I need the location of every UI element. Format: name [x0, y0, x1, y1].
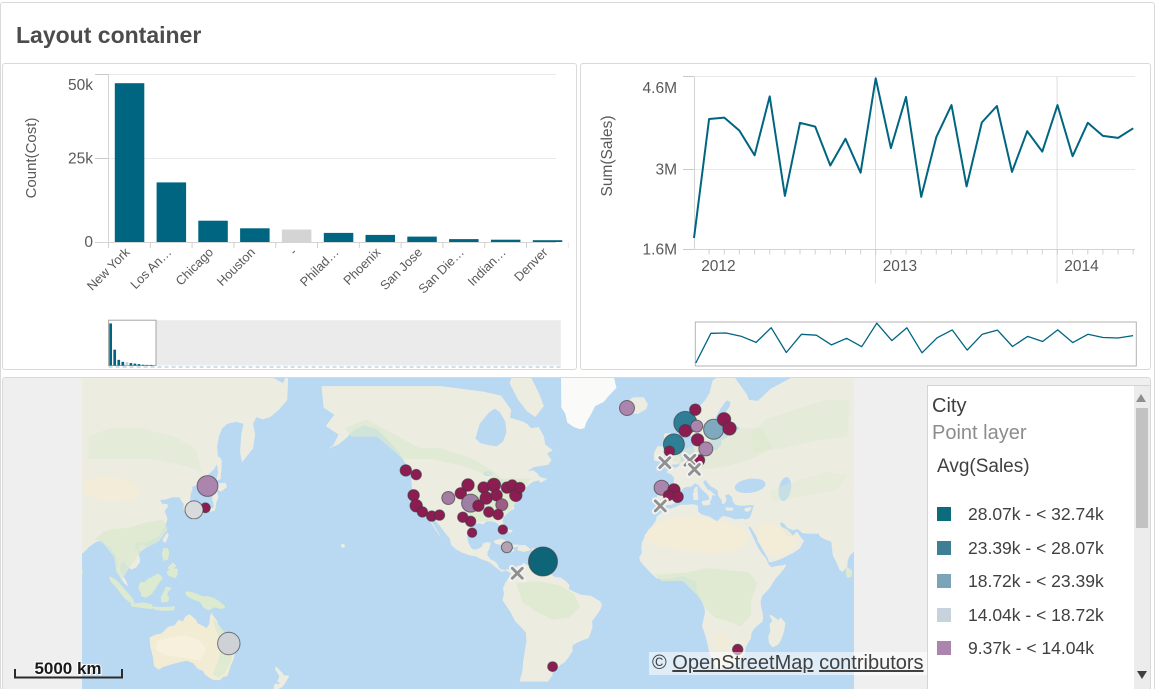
svg-text:2013: 2013: [883, 258, 917, 275]
svg-text:2012: 2012: [701, 258, 735, 275]
svg-text:New York: New York: [84, 244, 133, 293]
svg-text:Philad…: Philad…: [297, 245, 342, 290]
svg-text:San Die…: San Die…: [415, 245, 467, 297]
svg-text:2014: 2014: [1064, 258, 1099, 275]
svg-text:Indian…: Indian…: [465, 245, 509, 289]
svg-text:3M: 3M: [655, 162, 677, 179]
svg-text:25k: 25k: [68, 151, 93, 168]
svg-text:Denver: Denver: [511, 244, 551, 284]
svg-text:Chicago: Chicago: [172, 245, 216, 289]
svg-text:-: -: [286, 245, 300, 259]
svg-text:Sum(Sales): Sum(Sales): [599, 116, 616, 197]
svg-text:4.6M: 4.6M: [643, 80, 677, 97]
svg-text:0: 0: [84, 234, 93, 251]
svg-text:1.6M: 1.6M: [643, 242, 677, 259]
svg-text:50k: 50k: [68, 77, 93, 94]
svg-text:Count(Cost): Count(Cost): [23, 118, 40, 199]
svg-text:Los An…: Los An…: [127, 245, 174, 292]
svg-text:Houston: Houston: [214, 245, 258, 289]
